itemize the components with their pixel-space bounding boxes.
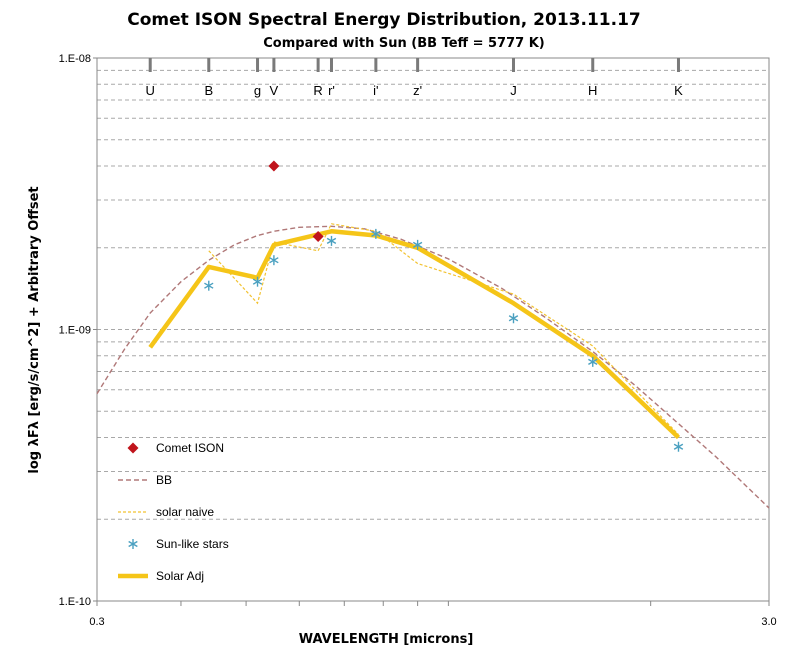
y-tick-label: 1.E-10 bbox=[59, 596, 91, 608]
x-axis-title: WAVELENGTH [microns] bbox=[299, 632, 474, 647]
sun-like-star-point bbox=[412, 239, 423, 250]
comet-ison-point bbox=[268, 160, 280, 172]
comet-ison-point bbox=[312, 231, 324, 243]
legend-swatch-comet bbox=[127, 442, 139, 454]
y-axis-title: log λFλ [erg/s/cm^2] + Arbitrary Offset bbox=[27, 186, 42, 473]
legend-label: Comet ISON bbox=[156, 441, 224, 455]
band-tick bbox=[374, 58, 378, 72]
sun-like-star-point bbox=[371, 228, 381, 239]
axis-tick-labels: 1.E-10 1.E-09 1.E-08 0.3 3.0 bbox=[59, 53, 777, 628]
x-tick-label: 3.0 bbox=[761, 616, 776, 628]
band-tick bbox=[676, 58, 680, 72]
band-tick bbox=[511, 58, 515, 72]
band-tick bbox=[591, 58, 595, 72]
band-label: U bbox=[146, 83, 155, 98]
band-label: z' bbox=[413, 83, 422, 98]
band-tick bbox=[329, 58, 333, 72]
solar-adj-line bbox=[148, 229, 681, 440]
legend-label: BB bbox=[156, 473, 172, 487]
sun-like-star-point bbox=[508, 313, 519, 324]
band-label: J bbox=[510, 83, 517, 98]
band-tick bbox=[272, 58, 276, 72]
band-tick bbox=[148, 58, 152, 72]
sun-like-star-point bbox=[269, 255, 279, 266]
band-tick bbox=[207, 58, 211, 72]
legend-label: Sun-like stars bbox=[156, 537, 229, 551]
legend-label: Solar Adj bbox=[156, 569, 204, 583]
band-label: B bbox=[204, 83, 213, 98]
chart-title: Comet ISON Spectral Energy Distribution,… bbox=[127, 10, 640, 30]
band-tick bbox=[256, 58, 260, 72]
y-tick-label: 1.E-09 bbox=[59, 325, 91, 337]
sun-like-star-point bbox=[673, 441, 684, 452]
sun-like-star-point bbox=[326, 235, 337, 246]
band-tick bbox=[316, 58, 320, 72]
legend: Comet ISON BB solar naive Sun-like stars Sol… bbox=[118, 441, 229, 583]
sun-like-star-point bbox=[252, 276, 263, 287]
bb-line bbox=[96, 225, 770, 509]
legend-swatch-sun-like bbox=[128, 539, 138, 549]
band-label: R bbox=[313, 83, 322, 98]
band-label: V bbox=[270, 83, 279, 98]
y-tick-label: 1.E-08 bbox=[59, 53, 91, 65]
band-label: H bbox=[588, 83, 597, 98]
series-marks bbox=[96, 160, 770, 509]
band-tick bbox=[416, 58, 420, 72]
band-label: g bbox=[254, 83, 261, 98]
sun-like-star-point bbox=[588, 356, 598, 367]
gridlines bbox=[97, 69, 769, 520]
band-label: K bbox=[674, 83, 683, 98]
solar-naive-line bbox=[208, 223, 679, 436]
band-label: i' bbox=[373, 83, 378, 98]
x-tick-label: 0.3 bbox=[89, 616, 104, 628]
chart-subtitle: Compared with Sun (BB Teff = 5777 K) bbox=[263, 36, 544, 51]
sun-like-star-point bbox=[204, 280, 214, 291]
legend-label: solar naive bbox=[156, 505, 214, 519]
band-label: r' bbox=[328, 83, 335, 98]
